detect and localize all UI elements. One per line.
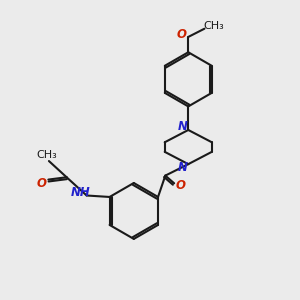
Text: N: N xyxy=(178,161,188,174)
Text: CH₃: CH₃ xyxy=(203,21,224,31)
Text: O: O xyxy=(177,28,187,41)
Text: CH₃: CH₃ xyxy=(36,150,57,160)
Text: O: O xyxy=(37,177,47,190)
Text: N: N xyxy=(178,120,188,133)
Text: NH: NH xyxy=(70,186,90,199)
Text: O: O xyxy=(176,179,186,192)
